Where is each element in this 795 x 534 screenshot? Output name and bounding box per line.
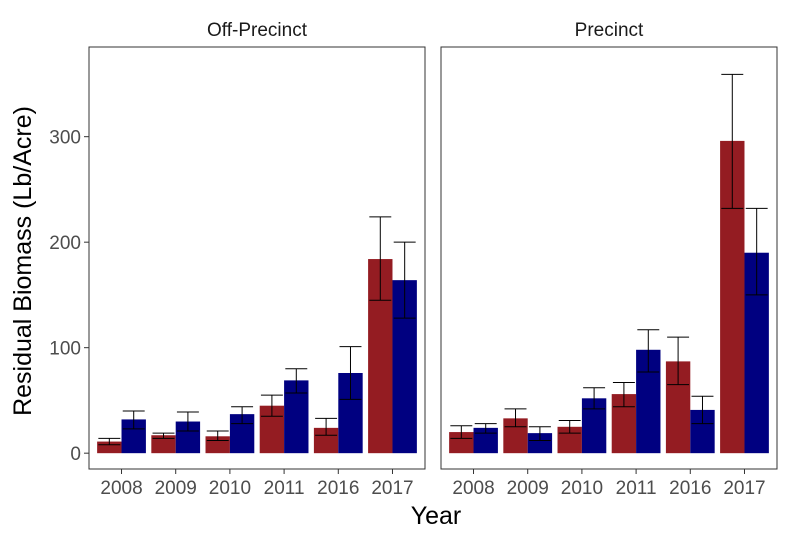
panel-title: Off-Precinct xyxy=(207,20,308,41)
panel-title: Precinct xyxy=(575,20,644,41)
x-tick-label: 2011 xyxy=(264,478,305,499)
y-axis: 0 100 200 300 xyxy=(49,128,89,465)
x-tick-label: 2009 xyxy=(507,478,549,499)
y-tick-label: 100 xyxy=(49,339,81,360)
x-tick-label: 2010 xyxy=(561,478,603,499)
y-axis-title: Residual Biomass (Lb/Acre) xyxy=(9,106,37,416)
x-tick-label: 2008 xyxy=(100,478,142,499)
x-tick-label: 2008 xyxy=(452,478,494,499)
x-tick-label: 2009 xyxy=(155,478,197,499)
bar-2009-series-0 xyxy=(151,435,176,454)
panel-0: Off-Precinct 2008 2009 2010 2011 2016 2017 xyxy=(88,20,426,499)
x-tick-label: 2017 xyxy=(371,478,413,499)
x-tick-label: 2011 xyxy=(616,478,657,499)
x-tick-label: 2016 xyxy=(317,478,359,499)
x-tick-label: 2016 xyxy=(669,478,711,499)
y-tick-label: 0 xyxy=(70,444,81,465)
x-tick-label: 2010 xyxy=(209,478,251,499)
panel-1: Precinct 2008 2009 2010 2011 2016 2017 xyxy=(440,20,778,499)
bar-2009-series-1 xyxy=(527,433,553,454)
x-axis-title: Year xyxy=(411,502,462,530)
x-tick-label: 2017 xyxy=(723,478,765,499)
y-tick-label: 200 xyxy=(49,233,81,254)
bar-2008-series-0 xyxy=(97,441,122,454)
y-tick-label: 300 xyxy=(49,128,81,149)
bar-2008-series-0 xyxy=(449,432,474,454)
